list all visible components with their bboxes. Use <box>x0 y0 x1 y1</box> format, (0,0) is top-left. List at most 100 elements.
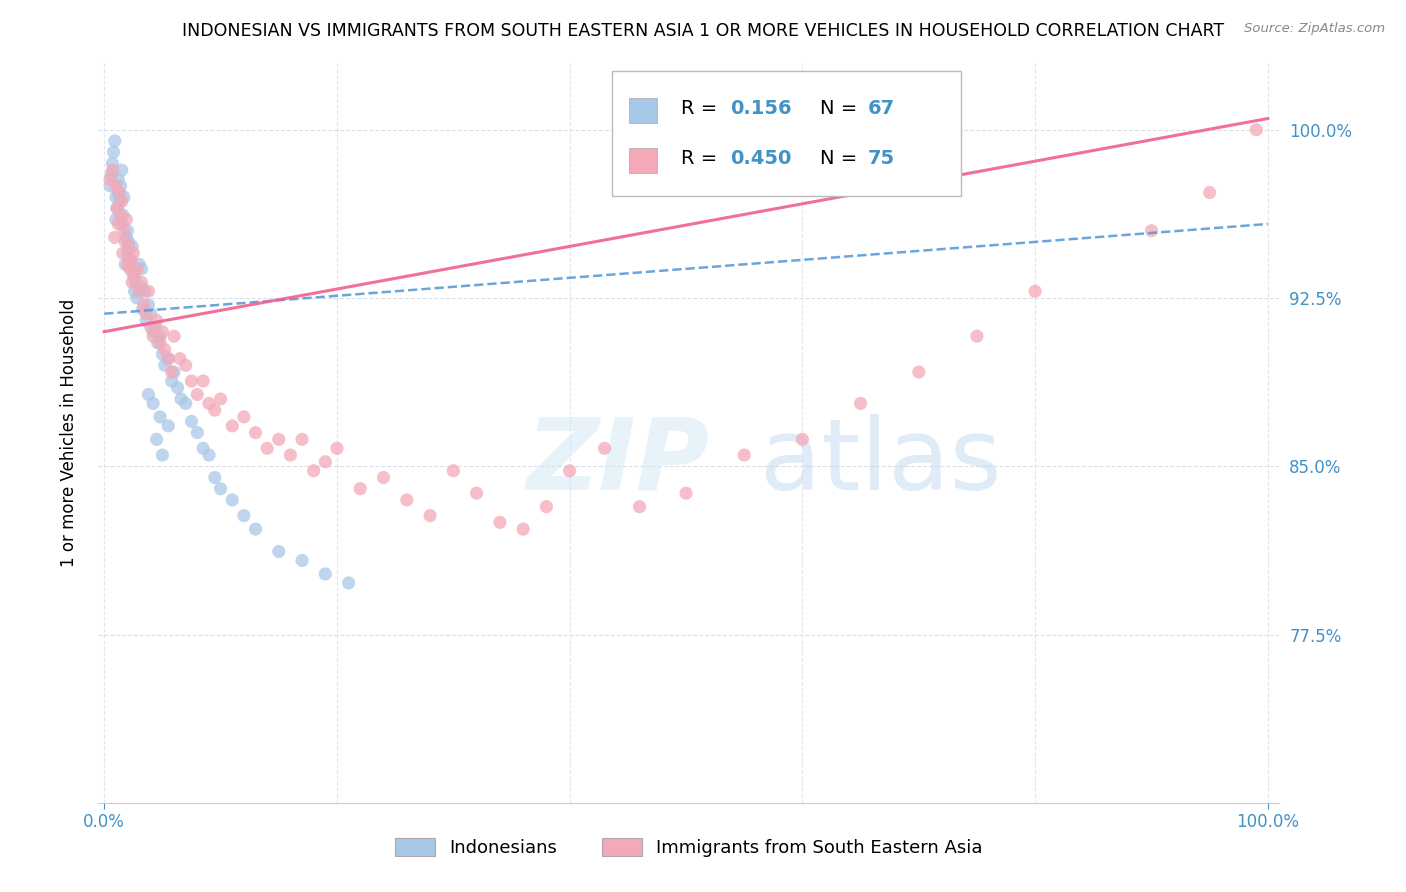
Point <box>163 329 186 343</box>
Bar <box>628 98 657 123</box>
Point <box>221 418 243 433</box>
Point <box>245 425 267 440</box>
Point <box>163 365 186 379</box>
Point <box>115 230 138 244</box>
Point <box>733 448 755 462</box>
Point <box>125 291 148 305</box>
Point <box>117 224 139 238</box>
Point <box>166 381 188 395</box>
Point <box>792 433 814 447</box>
Point <box>98 172 121 186</box>
Point <box>114 257 136 271</box>
Point <box>180 414 202 428</box>
Point <box>142 396 165 410</box>
Bar <box>612 71 960 195</box>
Point <box>111 194 134 209</box>
Point <box>157 418 180 433</box>
Point <box>118 252 141 267</box>
Point <box>232 409 254 424</box>
Point <box>110 208 132 222</box>
Legend: Indonesians, Immigrants from South Eastern Asia: Indonesians, Immigrants from South Easte… <box>388 830 990 864</box>
Point <box>124 285 146 299</box>
Text: 67: 67 <box>868 99 894 118</box>
Point <box>111 163 134 178</box>
Point <box>112 190 135 204</box>
Point <box>120 261 142 276</box>
Text: R =: R = <box>681 149 723 169</box>
Point <box>186 425 208 440</box>
Point <box>145 320 167 334</box>
Point <box>117 257 139 271</box>
Text: 75: 75 <box>868 149 894 169</box>
Y-axis label: 1 or more Vehicles in Household: 1 or more Vehicles in Household <box>59 299 77 566</box>
Point <box>110 178 132 193</box>
Point <box>138 387 160 401</box>
Point <box>153 359 176 373</box>
Text: 0.156: 0.156 <box>730 99 792 118</box>
Point <box>291 433 314 447</box>
Point <box>191 374 214 388</box>
Point <box>489 516 512 530</box>
Point <box>465 486 488 500</box>
Point <box>174 359 197 373</box>
Point <box>122 268 145 283</box>
Point <box>146 335 169 350</box>
Point <box>139 320 162 334</box>
Point <box>373 470 395 484</box>
Point <box>135 313 157 327</box>
Point <box>536 500 558 514</box>
Point <box>314 455 336 469</box>
Point <box>107 172 129 186</box>
Point <box>149 329 172 343</box>
Point <box>152 325 174 339</box>
Point <box>121 275 143 289</box>
Point <box>160 374 183 388</box>
Point <box>131 302 153 317</box>
Text: ZIP: ZIP <box>527 414 710 511</box>
Point <box>153 343 176 357</box>
Point <box>198 448 221 462</box>
Point <box>108 186 131 200</box>
Point <box>1140 224 1163 238</box>
Point <box>675 486 697 500</box>
Point <box>101 156 124 170</box>
Point <box>105 201 128 215</box>
Point <box>204 470 226 484</box>
Point <box>302 464 325 478</box>
Point <box>291 553 314 567</box>
Point <box>628 500 651 514</box>
Point <box>191 442 214 456</box>
Point <box>138 285 160 299</box>
Point <box>129 280 152 294</box>
Point <box>118 235 141 249</box>
Point <box>337 576 360 591</box>
Point <box>1198 186 1220 200</box>
Point <box>104 230 127 244</box>
Point <box>118 239 141 253</box>
Point <box>512 522 534 536</box>
Point <box>131 261 153 276</box>
Point <box>152 448 174 462</box>
Point <box>326 442 349 456</box>
Point <box>114 235 136 249</box>
Point <box>118 261 141 276</box>
Text: 0.450: 0.450 <box>730 149 792 169</box>
Point <box>111 246 134 260</box>
Point <box>134 285 156 299</box>
Point <box>174 396 197 410</box>
Point <box>170 392 193 406</box>
Point <box>349 482 371 496</box>
Point <box>108 194 131 209</box>
Point <box>1244 122 1267 136</box>
Point <box>314 566 336 581</box>
Point <box>395 492 418 507</box>
Point <box>149 409 172 424</box>
Point <box>120 252 142 267</box>
Point <box>152 347 174 361</box>
Point <box>107 186 129 200</box>
Text: INDONESIAN VS IMMIGRANTS FROM SOUTH EASTERN ASIA 1 OR MORE VEHICLES IN HOUSEHOLD: INDONESIAN VS IMMIGRANTS FROM SOUTH EAST… <box>181 22 1225 40</box>
Point <box>145 313 167 327</box>
Point <box>104 178 127 193</box>
Point <box>966 329 988 343</box>
Text: atlas: atlas <box>759 414 1001 511</box>
